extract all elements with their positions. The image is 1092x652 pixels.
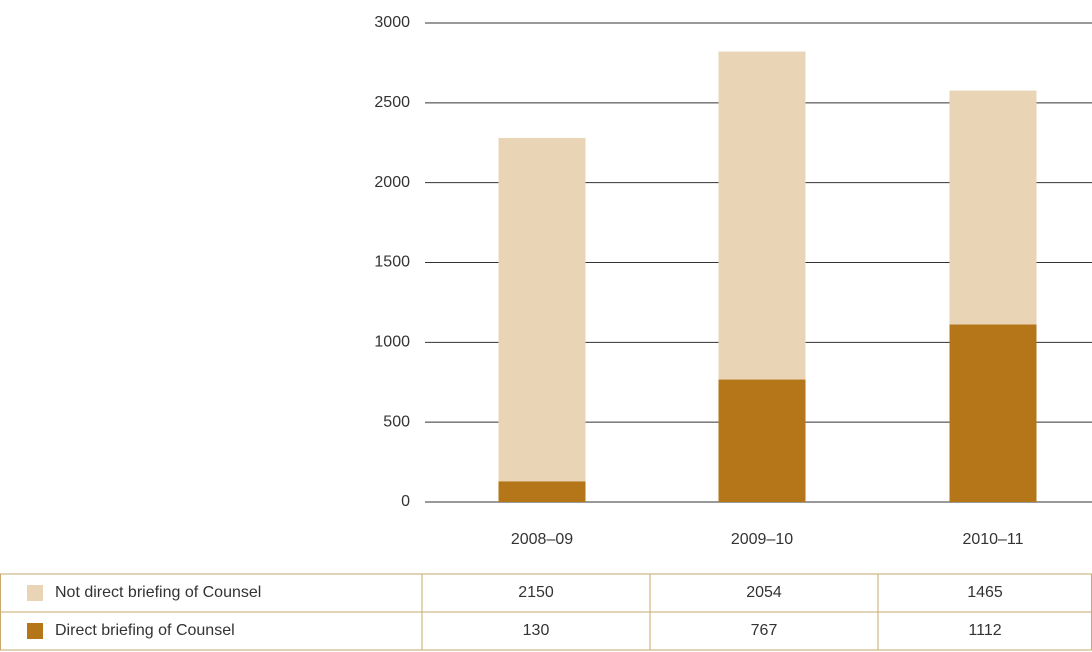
x-tick-label: 2009–10 — [731, 531, 793, 548]
y-tick-label: 1500 — [374, 254, 410, 271]
bar-segment — [498, 137, 586, 482]
bar-segment — [498, 481, 586, 502]
table-value: 1112 — [968, 622, 1001, 639]
y-tick-label: 1000 — [374, 334, 410, 351]
y-tick-label: 3000 — [374, 14, 410, 31]
table-value: 1465 — [967, 584, 1003, 601]
y-tick-label: 0 — [401, 493, 410, 510]
bar-segment — [949, 324, 1037, 502]
x-tick-label: 2008–09 — [511, 531, 573, 548]
bar-segment — [718, 51, 806, 380]
bar-segment — [718, 379, 806, 502]
y-tick-label: 500 — [383, 413, 410, 430]
table-value: 2054 — [746, 584, 782, 601]
y-tick-label: 2000 — [374, 174, 410, 191]
bar-segment — [949, 90, 1037, 325]
legend-label: Direct briefing of Counsel — [55, 622, 235, 639]
x-tick-label: 2010–11 — [962, 531, 1023, 548]
table-value: 767 — [751, 622, 778, 639]
legend-swatch — [27, 585, 43, 601]
legend-swatch — [27, 623, 43, 639]
y-tick-label: 2500 — [374, 94, 410, 111]
legend-label: Not direct briefing of Counsel — [55, 584, 261, 601]
table-value: 2150 — [518, 584, 554, 601]
table-value: 130 — [523, 622, 550, 639]
